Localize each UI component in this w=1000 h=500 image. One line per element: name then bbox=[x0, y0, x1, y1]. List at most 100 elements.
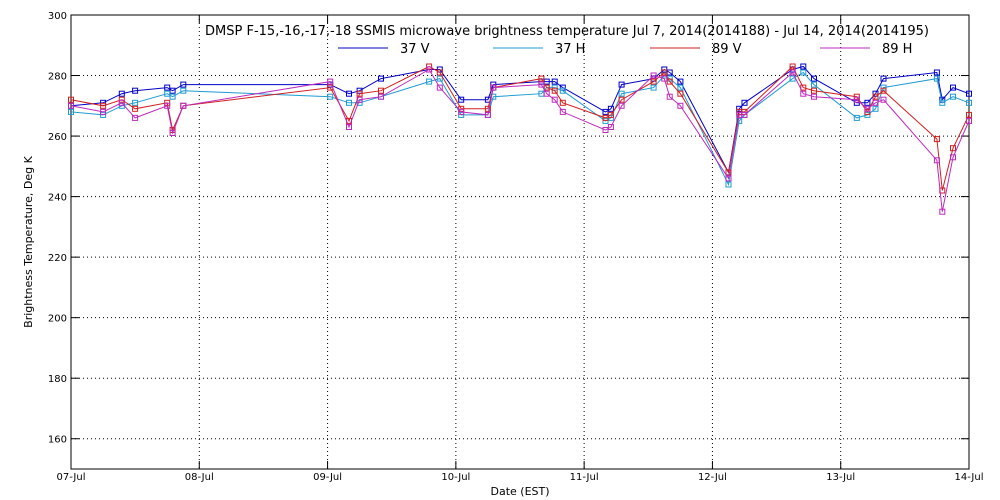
data-point bbox=[426, 66, 433, 73]
data-point bbox=[950, 93, 956, 100]
data-point bbox=[966, 117, 972, 124]
data-point bbox=[933, 69, 940, 76]
data-point bbox=[800, 90, 807, 97]
legend-label: 37 H bbox=[555, 42, 585, 57]
data-point bbox=[458, 96, 465, 103]
data-point bbox=[966, 99, 972, 106]
x-tick-label: 11-Jul bbox=[570, 472, 599, 483]
data-point bbox=[132, 99, 139, 106]
data-point bbox=[68, 96, 74, 103]
data-point bbox=[789, 69, 796, 76]
data-point bbox=[559, 87, 566, 94]
data-point bbox=[132, 114, 139, 121]
data-point bbox=[607, 124, 614, 130]
y-axis-label: Brightness Temperature, Deg K bbox=[22, 155, 35, 327]
data-point bbox=[378, 75, 384, 82]
data-point bbox=[426, 78, 433, 85]
data-point bbox=[180, 81, 187, 88]
x-tick-label: 08-Jul bbox=[185, 472, 214, 483]
legend-label: 37 V bbox=[400, 42, 430, 57]
data-point bbox=[551, 96, 558, 103]
data-point bbox=[559, 84, 566, 91]
y-tick-label: 160 bbox=[48, 435, 67, 446]
data-point bbox=[800, 84, 807, 91]
y-tick-label: 280 bbox=[48, 72, 67, 83]
chart-title: DMSP F-15,-16,-17,-18 SSMIS microwave br… bbox=[205, 24, 929, 39]
data-point bbox=[864, 105, 871, 112]
data-point bbox=[68, 102, 74, 109]
x-tick-label: 13-Jul bbox=[826, 472, 855, 483]
data-point bbox=[132, 105, 139, 112]
data-point bbox=[677, 90, 684, 97]
data-point bbox=[68, 108, 74, 115]
data-point bbox=[618, 81, 625, 88]
grid-lines bbox=[71, 15, 969, 469]
data-point bbox=[725, 175, 732, 182]
data-point bbox=[618, 102, 625, 109]
data-point bbox=[378, 93, 384, 100]
data-point bbox=[118, 90, 125, 97]
data-point bbox=[811, 75, 817, 82]
data-point bbox=[378, 87, 384, 94]
data-point bbox=[100, 102, 107, 109]
data-point bbox=[933, 157, 940, 164]
data-point bbox=[346, 124, 352, 130]
data-point bbox=[864, 99, 871, 106]
data-point bbox=[880, 75, 887, 82]
data-point bbox=[741, 111, 748, 118]
data-point bbox=[811, 93, 817, 100]
data-point bbox=[853, 114, 860, 121]
data-point bbox=[436, 84, 443, 91]
data-point bbox=[966, 90, 972, 97]
data-point bbox=[118, 96, 125, 103]
data-point bbox=[180, 87, 187, 94]
data-point bbox=[650, 78, 657, 85]
data-point bbox=[346, 90, 352, 97]
data-point bbox=[538, 75, 545, 82]
series-line bbox=[70, 65, 970, 191]
data-point bbox=[607, 105, 614, 112]
legend: 37 V 37 H 89 V 89 H bbox=[338, 42, 912, 57]
data-point bbox=[543, 90, 550, 97]
data-point bbox=[880, 96, 887, 103]
data-point bbox=[939, 208, 946, 215]
data-series bbox=[68, 63, 972, 215]
y-tick-label: 240 bbox=[48, 193, 67, 204]
data-point bbox=[327, 78, 334, 85]
data-point bbox=[853, 96, 860, 103]
x-axis-label: Date (EST) bbox=[490, 485, 549, 498]
x-tick-label: 12-Jul bbox=[698, 472, 727, 483]
data-point bbox=[872, 105, 879, 112]
axes: 160 180 200 220 240 260 280 300 07-Jul 08-Jul 09-J… bbox=[48, 11, 984, 483]
data-point bbox=[880, 87, 887, 94]
data-point bbox=[327, 93, 334, 100]
y-tick-label: 220 bbox=[48, 253, 67, 264]
data-point bbox=[650, 84, 657, 91]
data-point bbox=[661, 69, 668, 76]
data-point bbox=[677, 78, 684, 85]
data-point bbox=[789, 75, 796, 82]
data-point bbox=[800, 69, 807, 76]
data-point bbox=[346, 99, 352, 106]
data-point bbox=[100, 108, 107, 115]
data-point bbox=[551, 87, 558, 94]
data-point bbox=[872, 93, 879, 100]
data-point bbox=[164, 102, 171, 109]
data-point bbox=[356, 96, 363, 103]
data-point bbox=[939, 99, 946, 106]
data-point bbox=[811, 81, 817, 88]
data-point bbox=[436, 75, 443, 82]
data-point bbox=[650, 72, 657, 79]
data-point bbox=[800, 63, 807, 70]
y-tick-label: 260 bbox=[48, 132, 67, 143]
y-tick-label: 300 bbox=[48, 11, 67, 22]
data-point bbox=[950, 154, 956, 161]
data-point bbox=[484, 111, 491, 118]
data-point bbox=[741, 99, 748, 106]
series-line bbox=[70, 68, 970, 212]
data-point bbox=[618, 96, 625, 103]
data-point bbox=[789, 63, 796, 70]
data-point bbox=[458, 108, 465, 115]
data-point bbox=[725, 169, 732, 176]
